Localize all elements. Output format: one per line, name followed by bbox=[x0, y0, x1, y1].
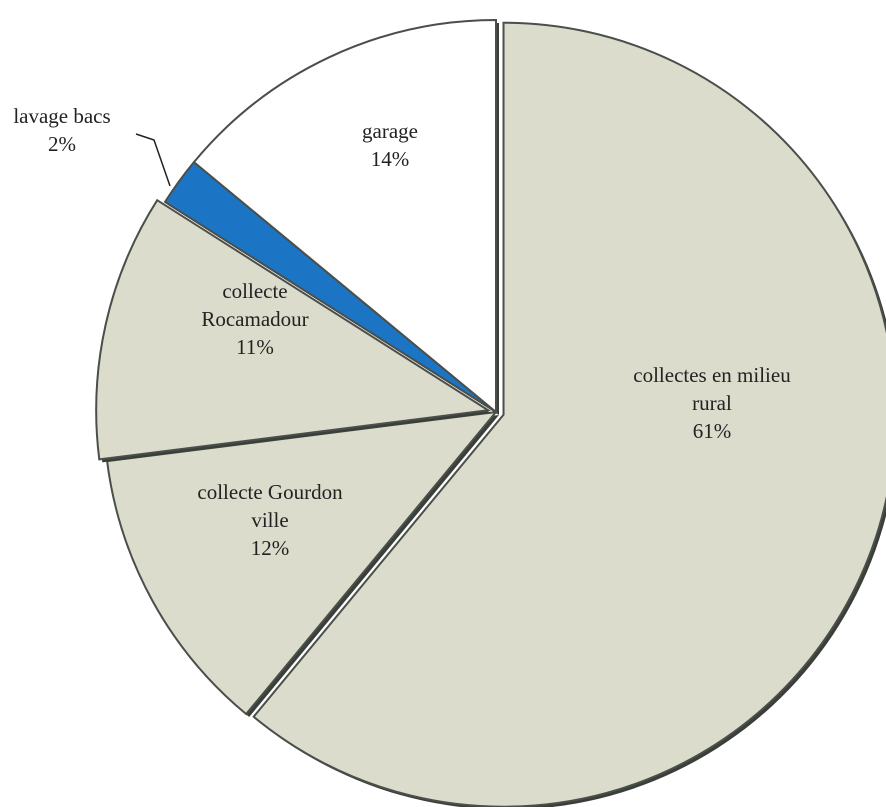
slice-label-lavage-bacs: lavage bacs 2% bbox=[13, 104, 110, 156]
slice-percent: 11% bbox=[236, 335, 274, 359]
pie-slice-garage bbox=[192, 18, 497, 415]
slice-label-collecte-rocamadour: collecte Rocamadour 11% bbox=[201, 279, 308, 359]
slice-percent: 14% bbox=[371, 147, 410, 171]
pie-slice-collecte-gourdon-ville bbox=[105, 410, 499, 716]
slice-name-line: rural bbox=[692, 391, 732, 415]
pie-slice-collecte-rocamadour bbox=[95, 198, 492, 461]
label-leader-line bbox=[135, 133, 171, 187]
slice-name-line: collecte Gourdon bbox=[197, 480, 343, 504]
slice-name-line: garage bbox=[362, 119, 418, 143]
slice-name-line: Rocamadour bbox=[201, 307, 308, 331]
slice-name-line: collectes en milieu bbox=[633, 363, 791, 387]
slice-label-garage: garage 14% bbox=[362, 119, 418, 171]
slice-label-collectes-en-milieu-rural: collectes en milieu rural 61% bbox=[633, 363, 791, 443]
slice-name-line: collecte bbox=[222, 279, 287, 303]
slice-percent: 12% bbox=[251, 536, 290, 560]
slice-name-line: ville bbox=[251, 508, 288, 532]
slice-label-collecte-gourdon-ville: collecte Gourdon ville 12% bbox=[197, 480, 343, 560]
slice-percent: 61% bbox=[693, 419, 732, 443]
pie-slice-collectes-en-milieu-rural bbox=[252, 21, 886, 807]
slice-name-line: lavage bacs bbox=[13, 104, 110, 128]
pie-slices bbox=[95, 18, 886, 807]
slice-percent: 2% bbox=[48, 132, 76, 156]
pie-labels: collectes en milieu rural 61% collecte Gour… bbox=[13, 104, 791, 560]
